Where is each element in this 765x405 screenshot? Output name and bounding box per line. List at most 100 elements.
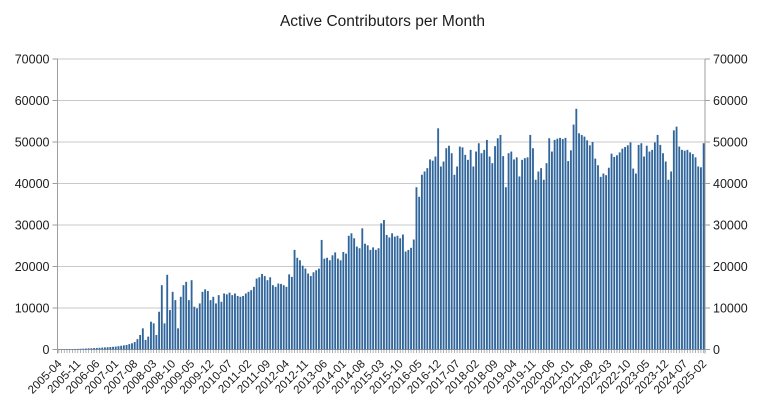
bar: [190, 280, 193, 350]
bar: [242, 295, 245, 350]
bar: [578, 133, 580, 350]
bar: [594, 158, 597, 350]
bar: [694, 157, 697, 350]
bar: [93, 348, 95, 350]
bar: [125, 344, 128, 350]
bar: [285, 286, 288, 350]
bar: [101, 347, 104, 350]
bar: [689, 152, 692, 350]
bar: [702, 143, 705, 350]
bar: [307, 273, 310, 350]
bar: [602, 173, 605, 350]
bar: [491, 163, 494, 350]
bar: [364, 243, 366, 350]
bar: [667, 179, 670, 350]
bar: [502, 156, 505, 350]
bar: [458, 146, 461, 350]
bar: [347, 235, 350, 350]
bar: [350, 233, 353, 350]
bar: [678, 146, 681, 350]
bar: [664, 161, 667, 350]
bar: [358, 248, 361, 350]
bar: [109, 347, 112, 350]
bar: [117, 346, 120, 350]
bar: [591, 142, 594, 350]
bar: [605, 175, 608, 350]
bar: [472, 166, 475, 350]
bar: [526, 157, 529, 350]
bar: [402, 234, 404, 350]
bar: [464, 154, 467, 350]
bar: [179, 296, 182, 350]
bar: [299, 260, 301, 350]
bar: [120, 345, 123, 350]
bar: [155, 334, 158, 350]
bar: [128, 344, 131, 350]
bar: [569, 150, 572, 350]
bar: [448, 145, 450, 350]
bar: [618, 152, 621, 350]
bar: [261, 273, 263, 350]
bar: [686, 149, 689, 350]
bar: [315, 270, 318, 350]
bar: [193, 306, 196, 350]
bar: [467, 159, 469, 350]
bar: [599, 176, 602, 350]
bar: [98, 347, 101, 350]
bar: [334, 252, 337, 350]
bar: [407, 249, 410, 350]
bar: [556, 138, 559, 350]
bar: [645, 145, 648, 350]
y-axis-label-right: 60000: [713, 94, 748, 108]
bar: [477, 143, 480, 350]
bar: [662, 153, 664, 350]
bar: [166, 274, 169, 350]
bar: [629, 142, 632, 350]
bar: [269, 277, 272, 350]
bar: [575, 108, 578, 350]
bar: [131, 343, 133, 350]
bar: [643, 156, 645, 350]
bar: [415, 187, 418, 350]
bar: [675, 126, 678, 350]
bar: [507, 153, 510, 350]
bar: [534, 179, 537, 350]
bar: [532, 148, 534, 350]
bar: [385, 234, 388, 350]
bar: [542, 179, 545, 350]
bar: [255, 278, 258, 350]
bar: [423, 171, 426, 350]
y-axis-label-left: 70000: [15, 53, 50, 67]
bar: [309, 276, 312, 350]
y-axis-label-right: 70000: [713, 53, 748, 67]
bar: [607, 167, 610, 350]
bar: [95, 347, 98, 350]
bar: [182, 285, 185, 350]
bar: [342, 251, 345, 350]
bar: [212, 296, 215, 350]
bar: [453, 174, 456, 350]
bar: [485, 139, 488, 350]
bar: [369, 249, 372, 350]
bar: [504, 187, 507, 350]
bar: [588, 145, 591, 350]
bar: [277, 283, 280, 350]
bar: [616, 155, 618, 350]
bar: [366, 245, 369, 350]
bar: [551, 151, 553, 350]
bar: [518, 176, 521, 350]
y-axis-label-right: 20000: [713, 260, 748, 274]
bar: [434, 156, 437, 350]
bar: [204, 289, 207, 350]
bar: [621, 148, 624, 350]
bar: [410, 247, 412, 350]
y-axis-label-right: 10000: [713, 302, 748, 316]
bar: [637, 144, 640, 350]
bar: [700, 167, 702, 350]
bar: [220, 301, 223, 350]
bar: [561, 139, 564, 350]
bar: [296, 257, 299, 350]
bar: [345, 253, 347, 350]
bar: [640, 143, 643, 350]
